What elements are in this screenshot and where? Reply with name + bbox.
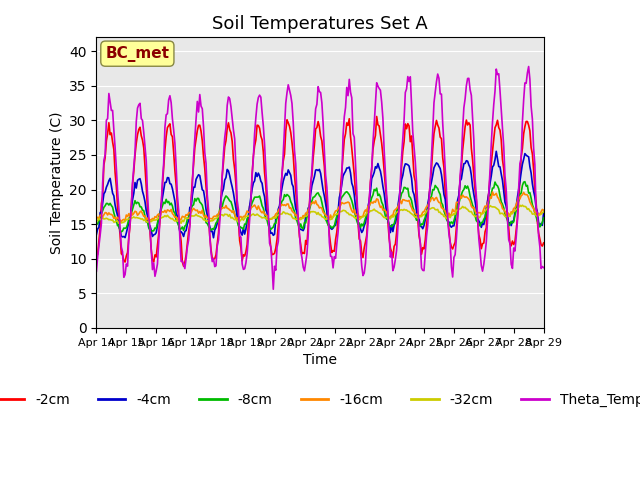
Y-axis label: Soil Temperature (C): Soil Temperature (C) xyxy=(49,111,63,254)
Text: BC_met: BC_met xyxy=(106,46,170,61)
Legend: -2cm, -4cm, -8cm, -16cm, -32cm, Theta_Temp: -2cm, -4cm, -8cm, -16cm, -32cm, Theta_Te… xyxy=(0,387,640,412)
Title: Soil Temperatures Set A: Soil Temperatures Set A xyxy=(212,15,428,33)
X-axis label: Time: Time xyxy=(303,353,337,367)
